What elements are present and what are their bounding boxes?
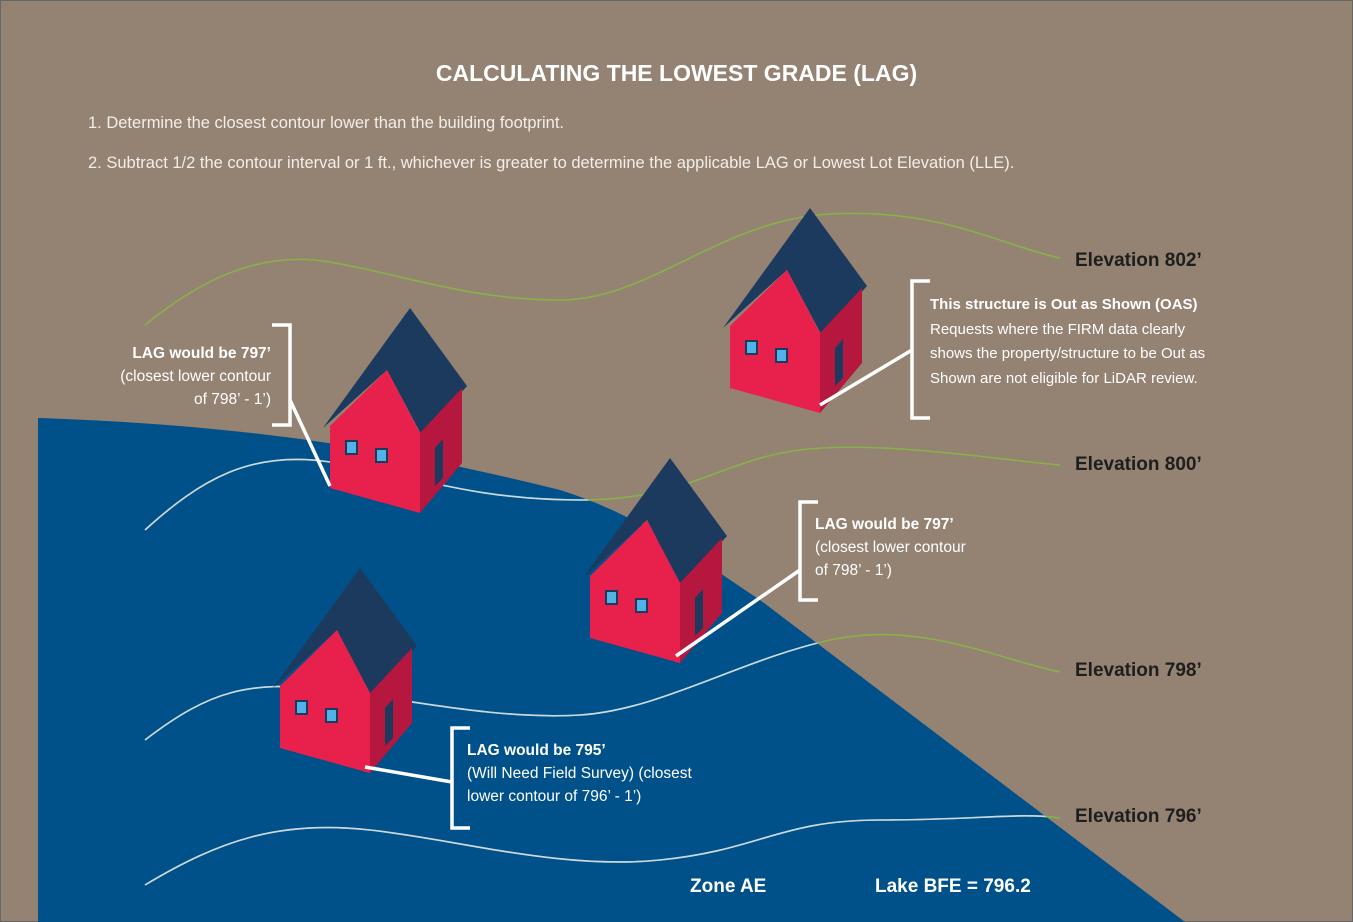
step: 2. Subtract 1/2 the contour interval or …	[88, 154, 1015, 172]
callout: LAG would be 795’ (Will Need Field Surve…	[467, 739, 692, 808]
title: CALCULATING THE LOWEST GRADE (LAG)	[435, 60, 918, 86]
callout-line: of 798’ - 1’)	[815, 562, 892, 579]
elevation-label: Elevation 800’	[1075, 454, 1202, 475]
elevation-label: Elevation 802’	[1075, 250, 1202, 271]
zone-label: Zone AE	[690, 876, 767, 897]
bfe-label: Lake BFE = 796.2	[875, 876, 1031, 897]
callout-line: (closest lower contour	[120, 368, 271, 385]
callout-heading: This structure is Out as Shown (OAS)	[930, 296, 1198, 313]
callout: LAG would be 797’ (closest lower contour…	[120, 342, 271, 411]
callout-line: (Will Need Field Survey) (closest	[467, 765, 692, 782]
callout-line: of 798’ - 1’)	[194, 391, 271, 408]
callout-heading: LAG would be 797’	[815, 516, 954, 533]
callout: LAG would be 797’ (closest lower contour…	[815, 513, 966, 582]
callout-line: shows the property/structure to be Out a…	[930, 345, 1206, 362]
step: 1. Determine the closest contour lower t…	[88, 114, 565, 132]
callout-line: (closest lower contour	[815, 539, 966, 556]
water	[38, 418, 1185, 922]
elevation-label: Elevation 796’	[1075, 806, 1202, 827]
callout-line: Shown are not eligible for LiDAR review.	[930, 369, 1198, 387]
callout-heading: LAG would be 795’	[467, 742, 606, 759]
elevation-label: Elevation 798’	[1075, 660, 1202, 681]
callout-brackets	[272, 279, 930, 830]
callout-line: lower contour of 796’ - 1’)	[467, 788, 642, 805]
callout-line: Requests where the FIRM data clearly	[930, 320, 1186, 338]
callout: This structure is Out as Shown (OAS) Req…	[930, 293, 1205, 391]
callout-heading: LAG would be 797’	[132, 345, 271, 362]
